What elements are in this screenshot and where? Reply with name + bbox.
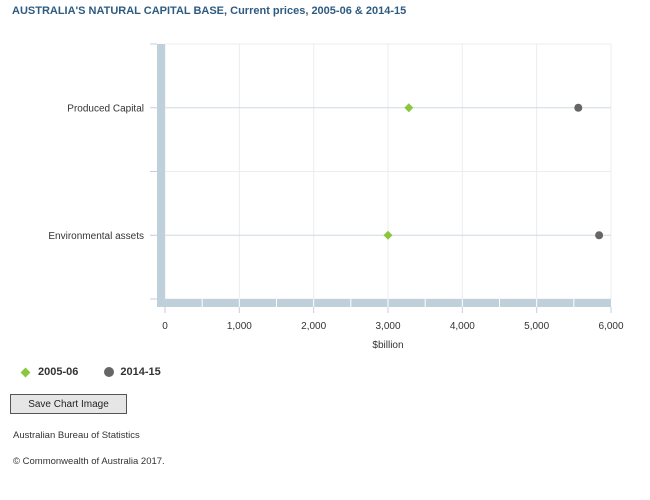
legend-label: 2014-15 [120,366,161,378]
category-label: Produced Capital [67,103,144,114]
x-tick-label: 2,000 [301,321,326,332]
data-point-circle[interactable] [574,103,583,112]
legend-circle-marker [104,367,115,377]
legend-item-2005-06[interactable]: 2005-06 [20,366,78,378]
data-point-circle[interactable] [595,231,604,240]
legend-item-2014-15[interactable]: 2014-15 [104,366,161,378]
x-tick-label: 4,000 [450,321,475,332]
x-tick-label: 5,000 [524,321,549,332]
save-chart-image-button[interactable]: Save Chart Image [10,394,127,414]
chart-title: AUSTRALIA'S NATURAL CAPITAL BASE, Curren… [12,5,407,17]
category-label: Environmental assets [48,231,144,242]
x-tick-label: 0 [162,321,168,332]
x-tick-label: 1,000 [227,321,252,332]
y-axis-band [157,44,165,307]
x-tick-label: 6,000 [598,321,623,332]
source-text: Australian Bureau of Statistics [13,430,140,441]
data-point-diamond[interactable] [404,103,414,113]
copyright-text: © Commonwealth of Australia 2017. [13,456,165,467]
x-axis-title: $billion [372,340,403,351]
chart-legend: 2005-06 2014-15 [20,366,187,378]
chart-plot: 0 1,000 2,000 3,000 4,000 5,000 6,000 Produced… [48,43,624,351]
data-point-diamond[interactable] [383,230,393,240]
legend-label: 2005-06 [38,366,79,378]
x-axis-band [157,299,611,307]
x-tick-label: 3,000 [375,321,400,332]
legend-diamond-marker [20,367,31,377]
